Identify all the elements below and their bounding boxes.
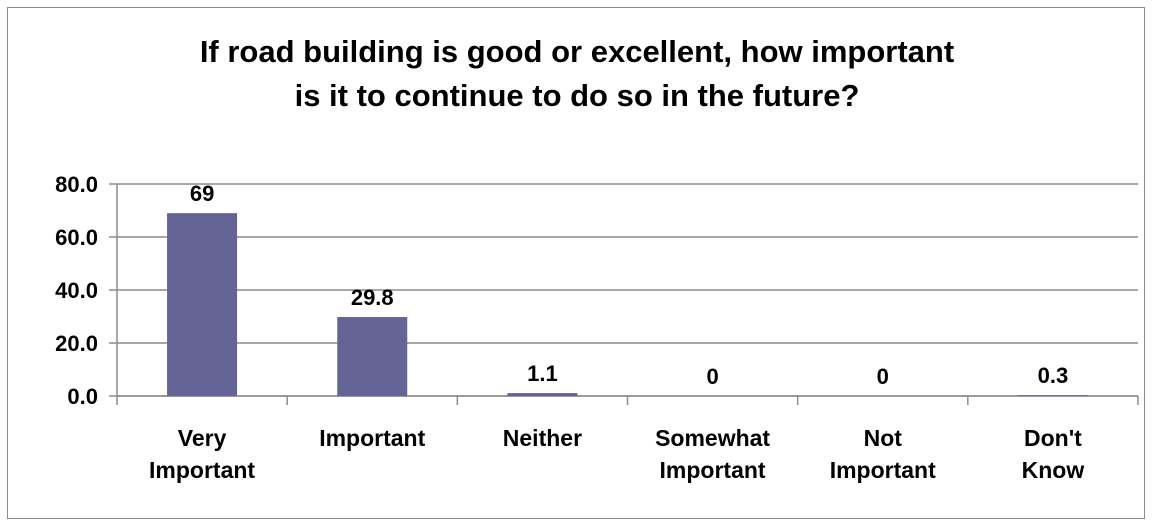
- data-label: 29.8: [351, 285, 394, 310]
- bar: [337, 317, 408, 396]
- category-label: Important: [149, 457, 255, 483]
- y-tick-label: 40.0: [55, 278, 98, 303]
- category-label: Important: [830, 457, 936, 483]
- category-label: Somewhat: [655, 425, 770, 451]
- y-tick-label: 0.0: [67, 384, 98, 409]
- data-label: 69: [190, 181, 214, 206]
- y-tick-label: 60.0: [55, 225, 98, 250]
- category-label: Very: [178, 425, 227, 451]
- data-label: 1.1: [527, 361, 558, 386]
- category-label: Neither: [503, 425, 582, 451]
- bar: [167, 213, 238, 396]
- data-label: 0: [877, 364, 889, 389]
- bar: [1017, 395, 1088, 396]
- category-label: Know: [1022, 457, 1085, 483]
- data-label: 0.3: [1038, 363, 1069, 388]
- y-tick-label: 80.0: [55, 172, 98, 197]
- category-label: Important: [660, 457, 766, 483]
- chart-title-line-2: is it to continue to do so in the future…: [294, 78, 860, 113]
- chart-title-line-1: If road building is good or excellent, h…: [199, 34, 955, 69]
- category-label: Don't: [1024, 425, 1082, 451]
- y-tick-label: 20.0: [55, 331, 98, 356]
- chart-title: If road building is good or excellent, h…: [0, 30, 1154, 118]
- data-label: 0: [706, 364, 718, 389]
- bar: [507, 393, 578, 396]
- category-label: Important: [319, 425, 425, 451]
- category-label: Not: [864, 425, 903, 451]
